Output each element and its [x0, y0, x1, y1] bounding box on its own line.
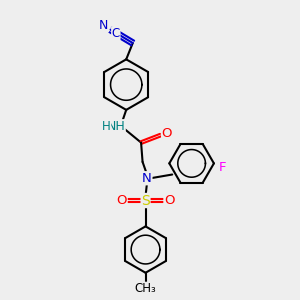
- Text: S: S: [141, 194, 150, 208]
- Text: CH₃: CH₃: [135, 282, 156, 295]
- Text: O: O: [116, 194, 127, 207]
- Text: N: N: [99, 19, 109, 32]
- Text: F: F: [218, 161, 226, 174]
- Text: C: C: [112, 27, 120, 40]
- Text: NH: NH: [106, 120, 125, 133]
- Text: N: N: [142, 172, 152, 185]
- Text: O: O: [162, 127, 172, 140]
- Text: H: H: [102, 120, 111, 133]
- Text: O: O: [164, 194, 175, 207]
